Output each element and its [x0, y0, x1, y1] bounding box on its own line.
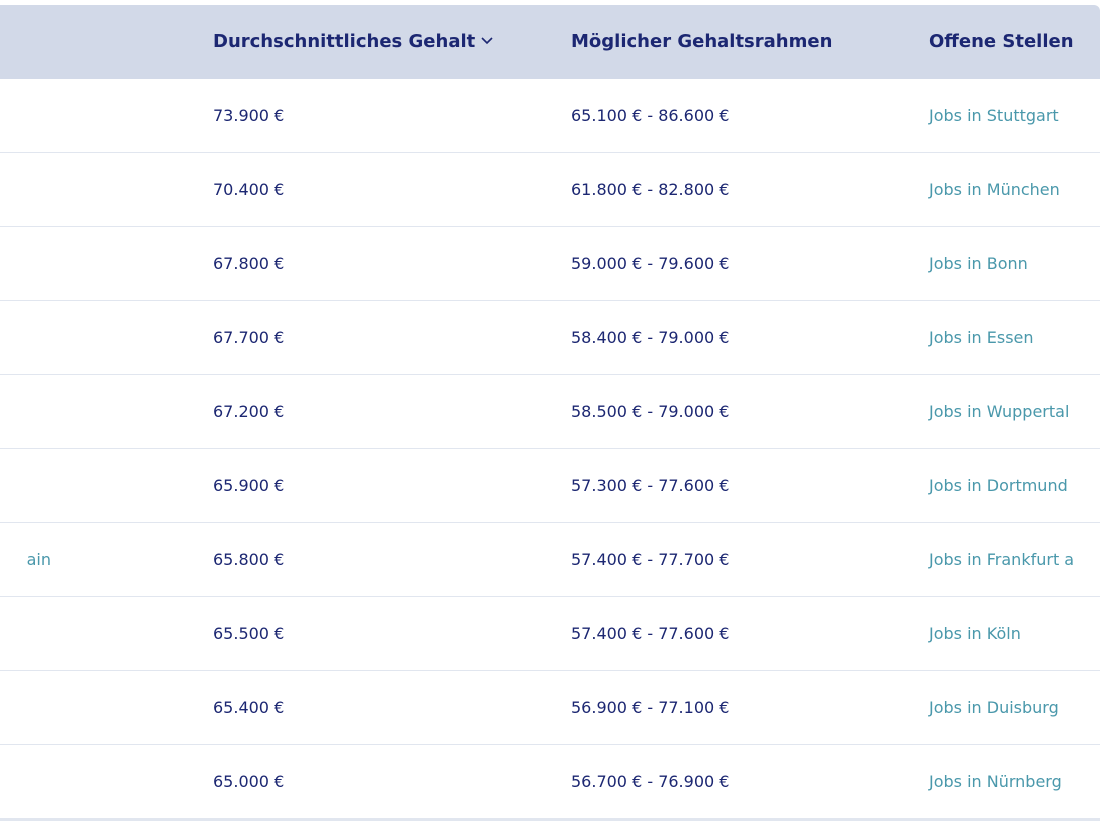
avg-salary-cell: 65.400 € [213, 698, 285, 717]
salary-range-cell: 57.400 € - 77.700 € [571, 550, 730, 569]
salary-range-cell: 65.100 € - 86.600 € [571, 106, 730, 125]
city-name-text: ain [26, 550, 51, 569]
table-row: 67.800 € 59.000 € - 79.600 € Jobs in Bonn [0, 227, 1100, 301]
jobs-link[interactable]: Jobs in Frankfurt a [929, 550, 1075, 569]
table-row: 67.200 € 58.500 € - 79.000 € Jobs in Wuppe… [0, 375, 1100, 449]
salary-range-cell: 59.000 € - 79.600 € [571, 254, 730, 273]
city-name [0, 301, 51, 374]
avg-salary-cell: 67.200 € [213, 402, 285, 421]
avg-salary-cell: 67.800 € [213, 254, 285, 273]
city-name [0, 375, 51, 448]
avg-salary-cell: 73.900 € [213, 106, 285, 125]
avg-salary-cell: 67.700 € [213, 328, 285, 347]
salary-range-cell: 56.700 € - 76.900 € [571, 772, 730, 791]
salary-range-cell: 58.400 € - 79.000 € [571, 328, 730, 347]
jobs-link[interactable]: Jobs in Wuppertal [929, 402, 1070, 421]
city-name [0, 227, 51, 300]
table-row: 73.900 € 65.100 € - 86.600 € Jobs in Stutt… [0, 79, 1100, 153]
city-name [0, 597, 51, 670]
city-name [0, 79, 51, 152]
open-jobs-header: Offene Stellen [929, 31, 1074, 52]
jobs-link[interactable]: Jobs in Köln [929, 624, 1021, 643]
salary-range-cell: 58.500 € - 79.000 € [571, 402, 730, 421]
chevron-down-icon [481, 37, 493, 45]
table-header: Durchschnittliches Gehalt Möglicher Geha… [0, 5, 1100, 79]
avg-salary-header[interactable]: Durchschnittliches Gehalt [213, 5, 493, 79]
city-name: ain [0, 523, 51, 596]
jobs-link[interactable]: Jobs in Stuttgart [929, 106, 1059, 125]
city-name [0, 153, 51, 226]
avg-salary-cell: 65.000 € [213, 772, 285, 791]
table-row: ain 65.800 € 57.400 € - 77.700 € Jobs in Fr… [0, 523, 1100, 597]
table-body: 73.900 € 65.100 € - 86.600 € Jobs in Stutt… [0, 79, 1100, 819]
avg-salary-cell: 65.500 € [213, 624, 285, 643]
avg-salary-cell: 65.800 € [213, 550, 285, 569]
salary-range-header: Möglicher Gehaltsrahmen [571, 31, 833, 52]
city-name [0, 671, 51, 744]
city-name [0, 449, 51, 522]
city-name [0, 745, 51, 818]
salary-range-cell: 57.300 € - 77.600 € [571, 476, 730, 495]
jobs-link[interactable]: Jobs in Essen [929, 328, 1034, 347]
salary-range-cell: 61.800 € - 82.800 € [571, 180, 730, 199]
jobs-link[interactable]: Jobs in Dortmund [929, 476, 1068, 495]
table-bottom-divider [0, 819, 1100, 821]
jobs-link[interactable]: Jobs in Bonn [929, 254, 1028, 273]
table-row: 65.400 € 56.900 € - 77.100 € Jobs in Duisb… [0, 671, 1100, 745]
avg-salary-cell: 70.400 € [213, 180, 285, 199]
table-row: 65.000 € 56.700 € - 76.900 € Jobs in Nürnb… [0, 745, 1100, 819]
table-row: 65.900 € 57.300 € - 77.600 € Jobs in Dortm… [0, 449, 1100, 523]
table-row: 70.400 € 61.800 € - 82.800 € Jobs in Münch… [0, 153, 1100, 227]
jobs-link[interactable]: Jobs in Nürnberg [929, 772, 1062, 791]
jobs-link[interactable]: Jobs in Duisburg [929, 698, 1059, 717]
salary-range-cell: 56.900 € - 77.100 € [571, 698, 730, 717]
table-row: 67.700 € 58.400 € - 79.000 € Jobs in Essen [0, 301, 1100, 375]
avg-salary-cell: 65.900 € [213, 476, 285, 495]
jobs-link[interactable]: Jobs in München [929, 180, 1060, 199]
table-row: 65.500 € 57.400 € - 77.600 € Jobs in Köln [0, 597, 1100, 671]
salary-range-cell: 57.400 € - 77.600 € [571, 624, 730, 643]
avg-salary-header-label: Durchschnittliches Gehalt [213, 31, 476, 52]
